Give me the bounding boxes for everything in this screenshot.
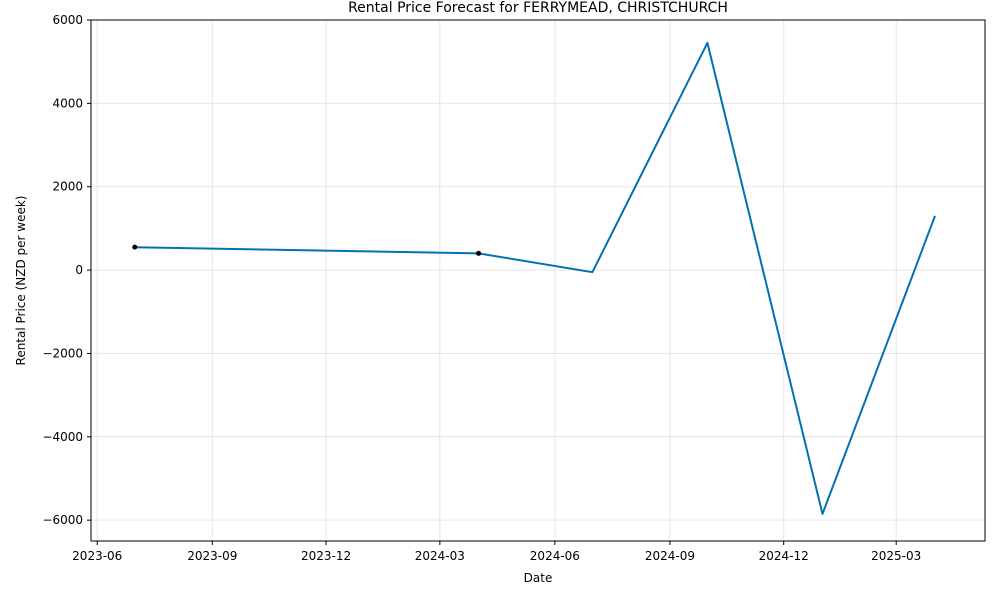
chart-title: Rental Price Forecast for FERRYMEAD, CHR… (348, 0, 728, 16)
x-tick-label: 2023-09 (187, 549, 237, 563)
y-tick-label: 4000 (52, 96, 83, 110)
grid-lines (91, 19, 985, 541)
x-tick-label: 2025-03 (871, 549, 921, 563)
y-tick-label: −2000 (42, 346, 83, 360)
axes: 2023-06 2023-09 2023-12 2024-03 2024-06 2024-… (42, 13, 921, 563)
y-tick-label: 2000 (52, 180, 83, 194)
forecast-line (134, 41, 936, 515)
y-tick-label: 6000 (52, 13, 83, 27)
x-tick-label: 2024-09 (645, 549, 695, 563)
y-tick-label: 0 (75, 263, 83, 277)
x-tick-label: 2024-06 (530, 549, 580, 563)
series-layer (132, 41, 936, 515)
observed-point (476, 250, 482, 256)
plot-frame (90, 19, 986, 542)
x-tick-label: 2023-12 (301, 549, 351, 563)
y-axis-label: Rental Price (NZD per week) (14, 196, 28, 366)
x-axis-label: Date (524, 571, 553, 585)
x-tick-label: 2024-03 (415, 549, 465, 563)
x-tick-label: 2024-12 (759, 549, 809, 563)
observed-point (132, 244, 138, 250)
x-tick-label: 2023-06 (72, 549, 122, 563)
y-tick-label: −4000 (42, 430, 83, 444)
y-tick-label: −6000 (42, 513, 83, 527)
